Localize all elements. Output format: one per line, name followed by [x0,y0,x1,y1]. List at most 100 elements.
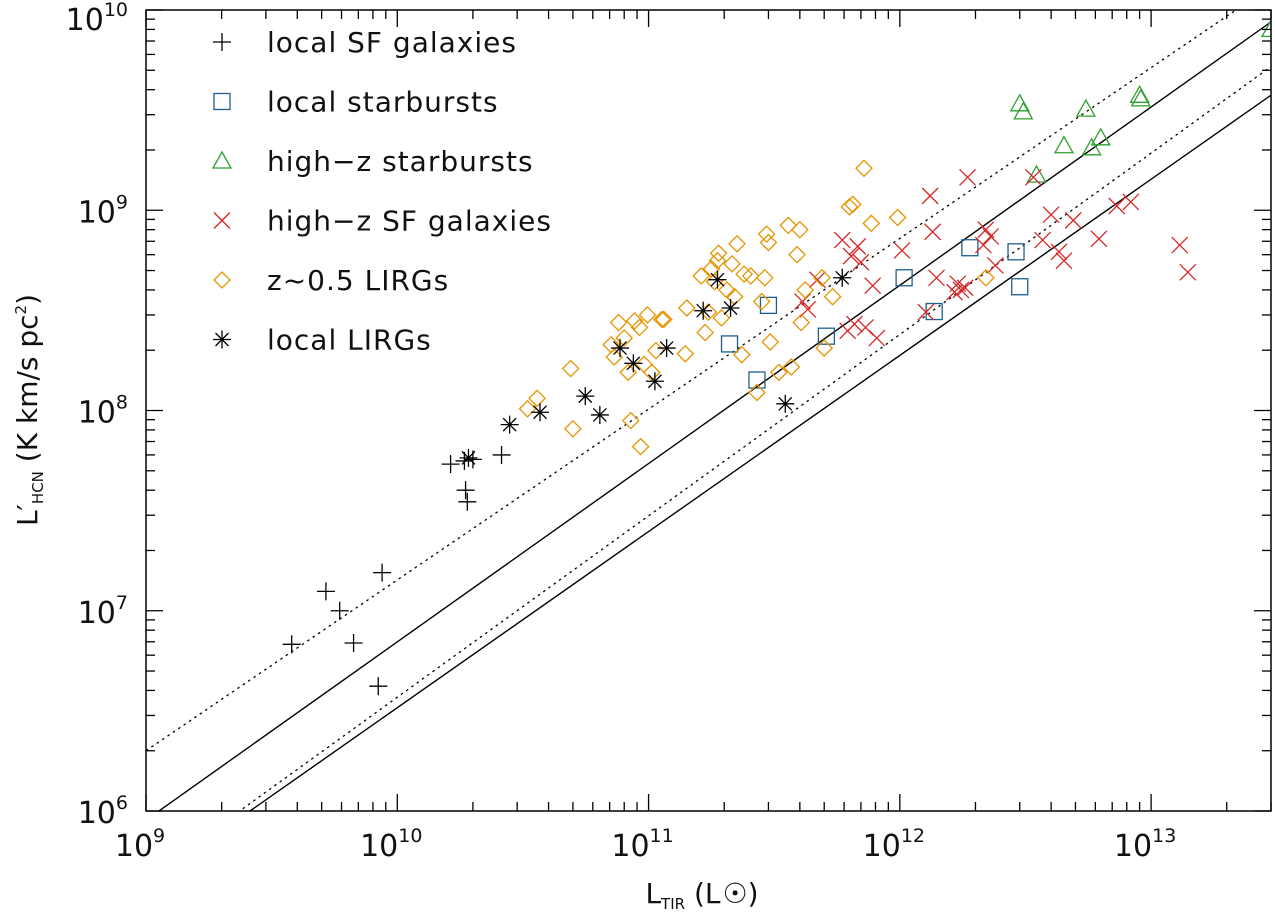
data-point-asterisk [624,354,643,373]
data-point-cross [928,269,946,287]
data-point-diamond [843,195,862,214]
data-point-cross [842,247,860,265]
data-point-triangle [1260,19,1271,38]
data-point-asterisk [611,339,630,358]
data-point-diamond [696,323,715,342]
x-axis-label-sub: TIR [660,895,685,913]
data-point-cross [1122,193,1140,211]
data-point-diamond [888,208,907,227]
y-tick-label: 107 [78,592,128,631]
data-point-cross [977,221,995,239]
data-point-triangle [1081,137,1102,156]
dotted-fit-line-3 [146,10,1238,752]
data-point-cross [852,253,870,271]
legend-marker-diamond [213,271,231,289]
x-tick-label: 109 [115,825,165,864]
data-point-diamond [621,411,640,430]
data-point-asterisk [694,301,713,320]
data-point-cross [893,241,911,259]
data-points [282,19,1271,696]
data-point-plus [441,455,460,474]
data-point-triangle [1075,98,1096,117]
data-point-cross [1090,230,1108,248]
data-point-plus [282,635,301,654]
data-point-diamond [677,299,696,317]
data-point-triangle [1013,101,1034,120]
data-point-plus [458,492,477,511]
series-z-0-5-lirgs [518,159,995,456]
y-tick-label: 106 [78,792,128,831]
data-point-asterisk [645,372,664,391]
data-point-diamond [741,266,760,285]
data-point-asterisk [657,339,676,358]
data-point-cross [974,236,992,254]
series-local-lirgs [459,268,852,467]
data-point-cross [1171,236,1189,254]
data-point-diamond [735,265,754,284]
data-point-diamond [712,308,731,327]
data-point-triangle [1090,127,1111,146]
data-point-cross [849,237,867,255]
data-point-plus [373,563,392,582]
data-point-triangle [1026,164,1047,183]
data-point-diamond [630,318,649,337]
data-point-diamond [625,312,644,330]
data-point-diamond [705,272,724,291]
axis-ticks [145,9,1272,812]
data-point-asterisk [590,405,609,424]
data-point-diamond [769,363,788,382]
data-point-diamond [723,254,742,273]
solid-fit-line-2 [248,94,1271,811]
data-point-diamond [761,333,780,351]
data-point-cross [846,315,863,333]
data-point-diamond [759,233,778,252]
data-point-diamond [563,419,582,438]
x-axis-label-unit-open: (L [685,877,721,910]
data-point-cross [956,279,974,297]
data-point-cross [924,223,942,241]
data-point-diamond [755,268,774,287]
data-point-diamond [709,244,728,263]
data-point-diamond [615,329,634,347]
data-point-cross [1024,168,1042,186]
data-point-cross [986,257,1004,274]
data-point-cross [1179,263,1197,281]
data-point-diamond [676,344,695,363]
y-tick-label: 1010 [66,0,128,38]
y-tick-label: 109 [78,191,128,230]
data-point-diamond [528,389,546,408]
legend-marker-triangle [211,150,233,169]
data-point-diamond [652,310,671,329]
data-point-square [1011,278,1029,296]
data-point-cross [799,300,817,318]
data-point-diamond [518,399,537,418]
data-point-cross [1034,231,1052,249]
legend-marker-plus [213,33,231,51]
series-high-z-starbursts [1009,19,1271,183]
data-point-asterisk [776,394,795,413]
tick-labels: 109 1010 1011 1012 1013 106 107 108 109 1010 [66,0,1177,864]
legend-marker-asterisk [213,330,231,349]
data-point-asterisk [576,387,595,406]
data-point-diamond [561,359,580,378]
data-point-diamond [748,383,766,402]
data-point-plus [316,582,335,601]
reference-lines [146,10,1271,811]
data-point-diamond [796,281,815,299]
data-point-square [895,269,913,287]
data-point-diamond [642,363,661,382]
data-point-triangle [1130,88,1151,107]
legend-label-high-z-sf-galaxies: high−z SF galaxies [267,205,552,238]
data-point-diamond [840,197,859,216]
data-point-square [817,327,836,345]
data-point-cross [946,283,963,301]
data-point-diamond [813,268,831,287]
data-point-plus [456,481,475,500]
data-point-diamond [757,225,776,244]
data-point-diamond [792,313,811,332]
data-point-diamond [976,268,995,287]
data-point-diamond [752,292,771,311]
data-point-square [759,296,778,315]
data-point-plus [330,601,349,620]
x-tick-label: 1011 [611,825,673,864]
